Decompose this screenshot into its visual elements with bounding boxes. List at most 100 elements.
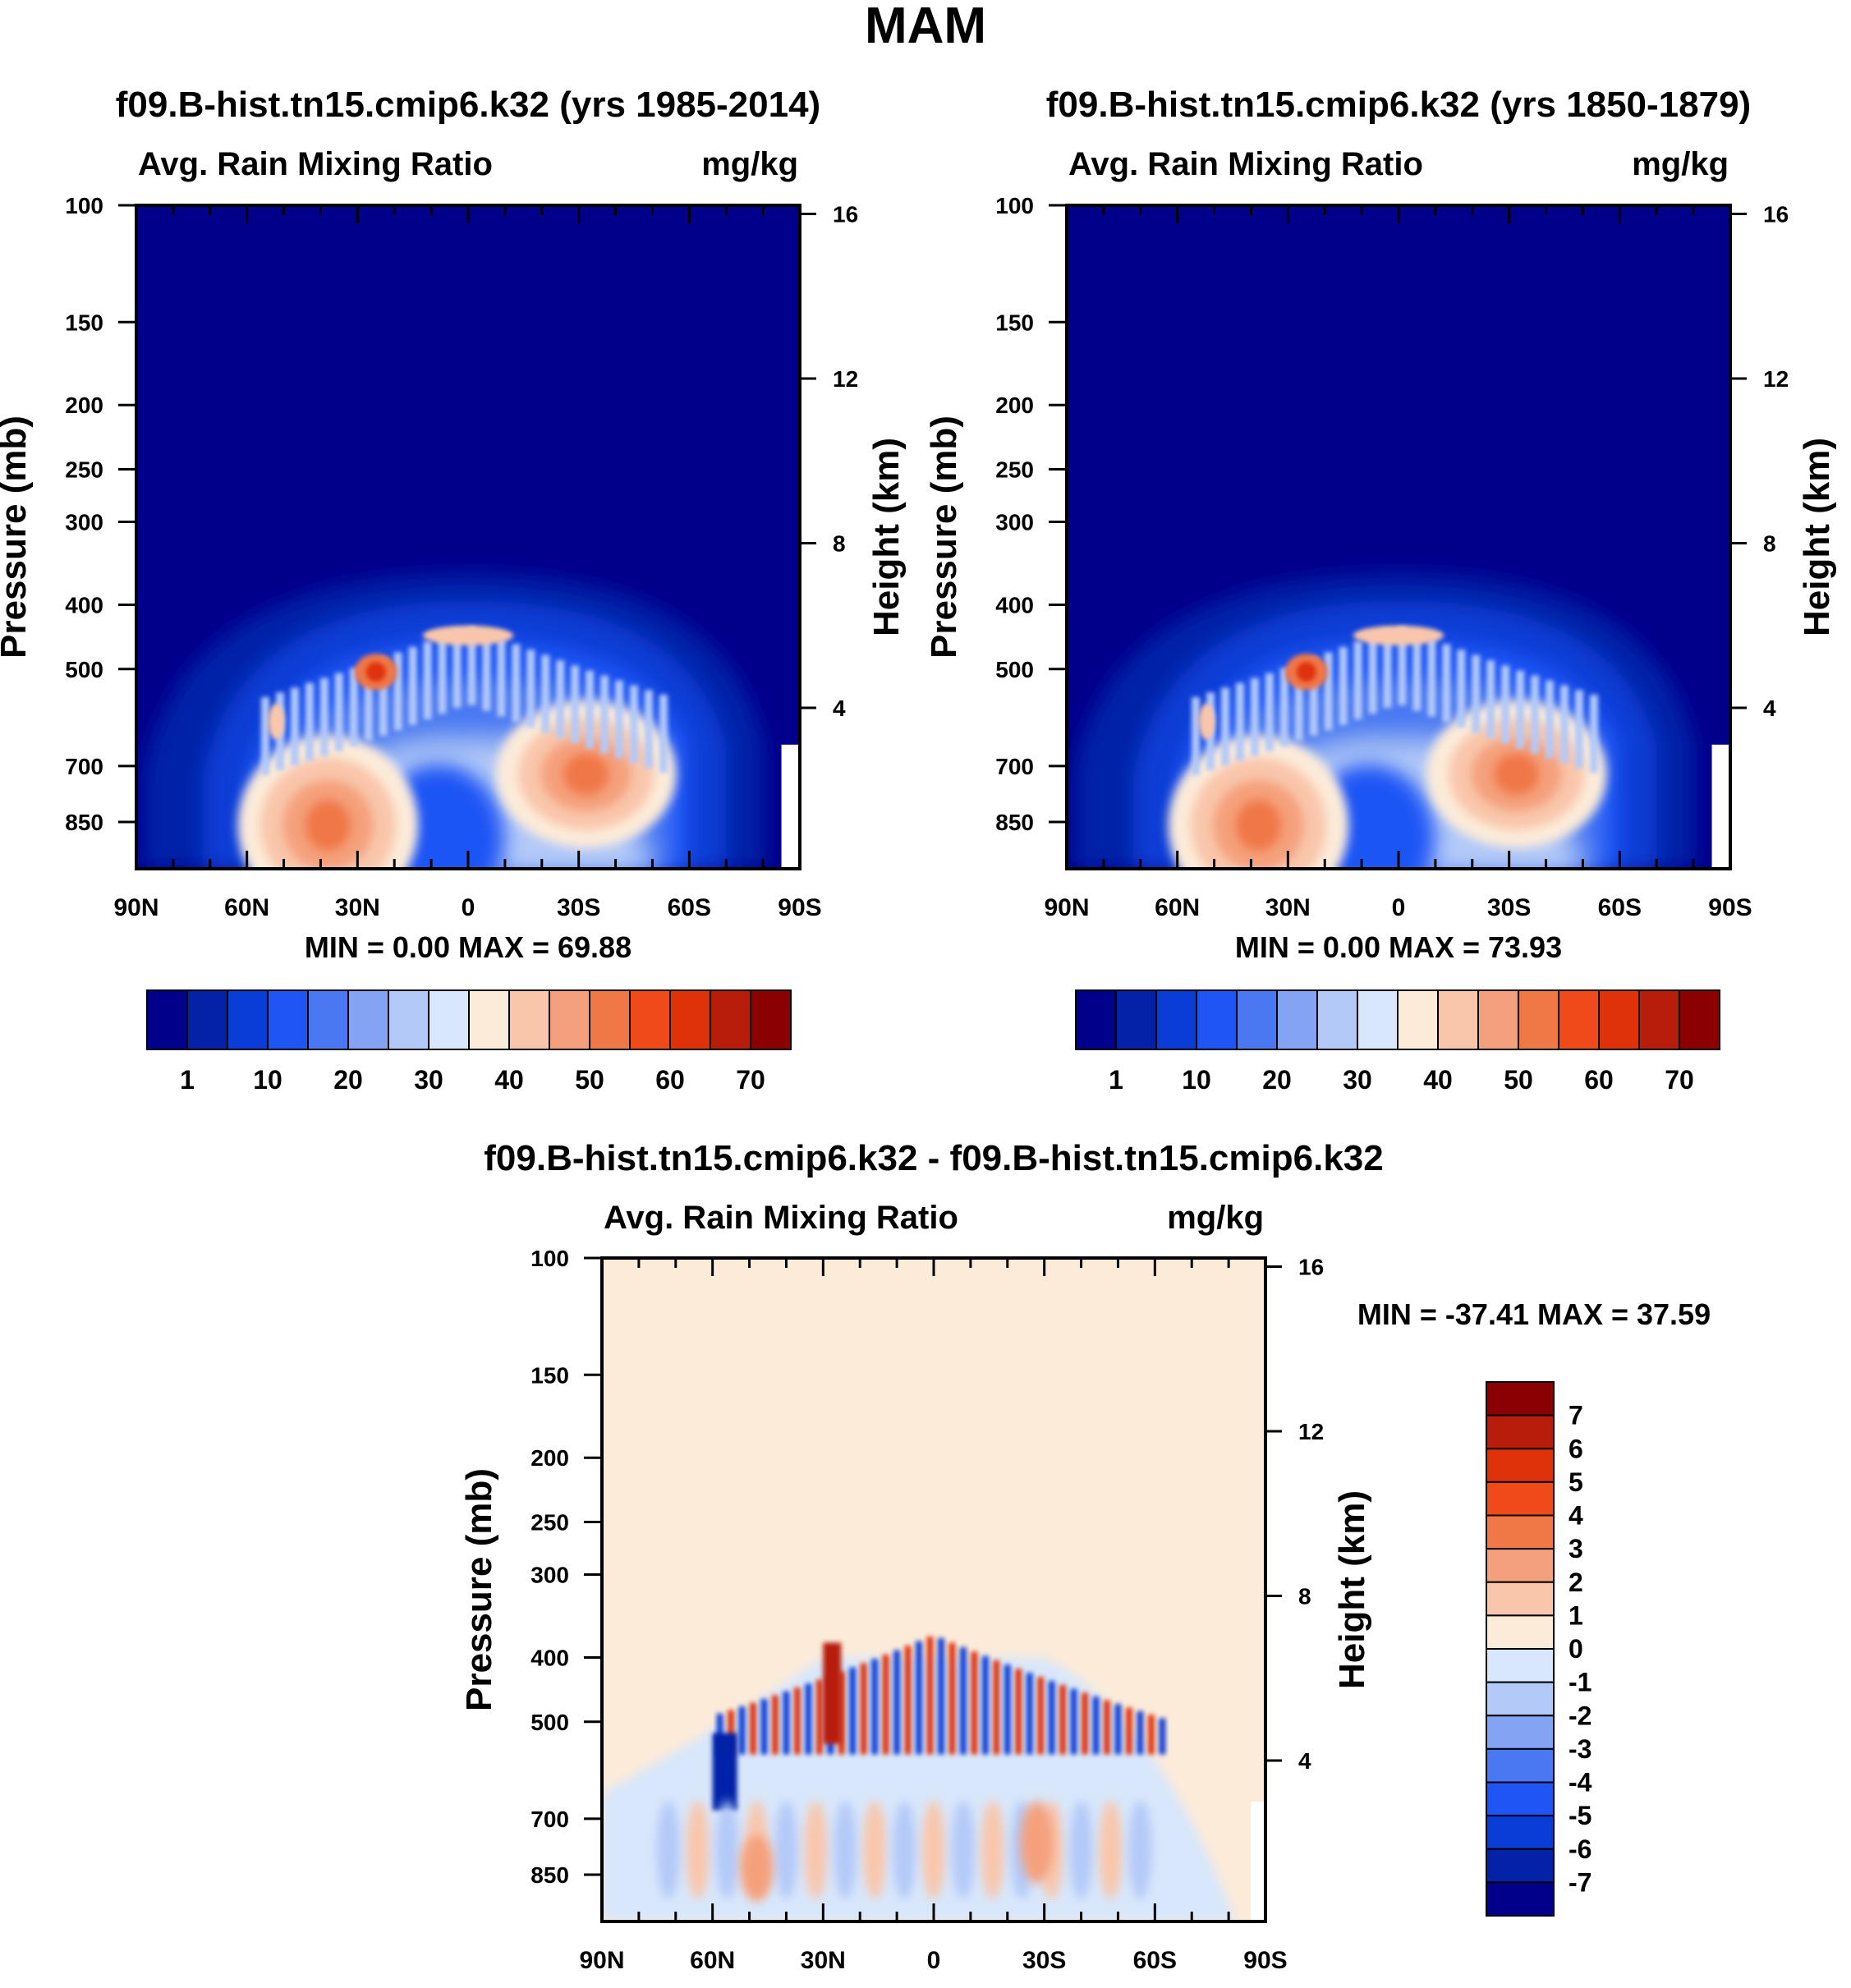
top-left-title: f09.B-hist.tn15.cmip6.k32 (yrs 1985-2014…	[116, 85, 820, 125]
colorbar-box	[1486, 1548, 1555, 1583]
y-tick-label: 400	[530, 1645, 569, 1670]
y-tick-label: 700	[65, 754, 103, 779]
colorbar-top-left: 1 10 20 30 40 50 60 70	[146, 989, 792, 1095]
y-tick-label: 200	[530, 1445, 569, 1471]
y-tick-label: 700	[995, 754, 1034, 779]
colorbar-label: 2	[1569, 1568, 1583, 1597]
colorbar-box	[1437, 989, 1479, 1050]
x-tick-label: 90N	[113, 894, 158, 921]
y-tick-label: 500	[530, 1710, 569, 1735]
colorbar-label: 7	[1569, 1401, 1583, 1430]
colorbar-label: 4	[1569, 1501, 1583, 1531]
colorbar-label: 50	[575, 1065, 604, 1095]
x-tick-label: 30S	[557, 894, 600, 921]
x-tick-label: 30N	[335, 894, 380, 921]
top-left-right-string: mg/kg	[701, 146, 798, 182]
colorbar-box	[508, 989, 550, 1050]
top-right-axes: f09.B-hist.tn15.cmip6.k32 (yrs 1850-1879…	[924, 85, 1837, 964]
colorbar-box	[146, 989, 188, 1050]
colorbar-box	[1486, 1648, 1555, 1683]
top-right-left-string: Avg. Rain Mixing Ratio	[1068, 146, 1423, 182]
colorbar-box	[1477, 989, 1519, 1050]
y2-tick-label: 16	[1763, 201, 1789, 227]
colorbar-box	[307, 989, 349, 1050]
y-tick-label: 100	[995, 193, 1034, 218]
colorbar-label: 70	[736, 1065, 765, 1095]
y2-tick-label: 8	[833, 530, 846, 556]
y-tick-label: 850	[530, 1862, 569, 1888]
colorbar-box	[1316, 989, 1358, 1050]
colorbar-label: 30	[414, 1065, 443, 1095]
x-tick-label: 60N	[1155, 894, 1200, 921]
x-tick-label: 30N	[801, 1947, 846, 1974]
y2-axis-label: Height (km)	[1797, 438, 1837, 636]
x-tick-label: 0	[927, 1947, 941, 1974]
colorbar-box	[1276, 989, 1318, 1050]
x-tick-label: 90N	[579, 1947, 624, 1974]
y-tick-label: 250	[530, 1510, 569, 1536]
bottom-title: f09.B-hist.tn15.cmip6.k32 - f09.B-hist.t…	[484, 1138, 1384, 1178]
colorbar-box	[1486, 1448, 1555, 1483]
colorbar-label: 30	[1343, 1065, 1372, 1095]
y-tick-label: 100	[65, 193, 103, 218]
x-tick-label: 60S	[1133, 1947, 1177, 1974]
y-tick-label: 250	[65, 457, 103, 483]
y-axis-label: Pressure (mb)	[924, 416, 964, 659]
colorbar-box	[629, 989, 671, 1050]
colorbar-box	[267, 989, 309, 1050]
colorbar-label: 5	[1569, 1467, 1583, 1497]
x-tick-label: 60S	[1598, 894, 1642, 921]
colorbar-box	[1486, 1514, 1555, 1550]
colorbar-box	[428, 989, 470, 1050]
figure-title: MAM	[865, 0, 986, 54]
colorbar-label: -1	[1569, 1668, 1591, 1697]
colorbar-box	[549, 989, 590, 1050]
colorbar-box	[1486, 1747, 1555, 1784]
y-tick-label: 400	[995, 592, 1034, 618]
colorbar-label: 60	[655, 1065, 685, 1095]
colorbar-box	[1679, 989, 1720, 1050]
x-tick-label: 90N	[1044, 894, 1089, 921]
y2-tick-label: 16	[833, 201, 858, 227]
bottom-field	[602, 1258, 1265, 1921]
y2-tick-label: 4	[1298, 1748, 1311, 1774]
y-tick-label: 200	[995, 393, 1034, 418]
colorbar-label: -3	[1569, 1734, 1591, 1764]
colorbar-box	[710, 989, 751, 1050]
x-tick-label: 0	[1392, 894, 1406, 921]
y-axis-label: Pressure (mb)	[459, 1468, 499, 1711]
top-right-title: f09.B-hist.tn15.cmip6.k32 (yrs 1850-1879…	[1046, 85, 1751, 125]
top-right-right-string: mg/kg	[1632, 146, 1729, 182]
y2-tick-label: 12	[1763, 366, 1789, 392]
colorbar-box	[1196, 989, 1238, 1050]
colorbar-label: 1	[1109, 1065, 1123, 1095]
top-left-axes: f09.B-hist.tn15.cmip6.k32 (yrs 1985-2014…	[0, 85, 907, 964]
top-right-field	[1067, 205, 1730, 869]
x-tick-label: 90S	[778, 894, 821, 921]
colorbar-box	[1357, 989, 1399, 1050]
y-tick-label: 200	[65, 393, 103, 418]
y2-tick-label: 4	[1763, 696, 1776, 721]
colorbar-box	[1486, 1681, 1555, 1717]
colorbar-label: 50	[1504, 1065, 1533, 1095]
x-tick-label: 30S	[1022, 1947, 1066, 1974]
x-tick-label: 60N	[224, 894, 269, 921]
colorbar-box	[1638, 989, 1680, 1050]
bottom-axes: f09.B-hist.tn15.cmip6.k32 - f09.B-hist.t…	[459, 1138, 1711, 1974]
colorbar-diff: 7 6 5 4 3 2 1 0 -1 -2 -3 -4 -5 -6-7	[1486, 1381, 1592, 1917]
colorbar-label: 10	[253, 1065, 282, 1095]
x-tick-label: 90S	[1243, 1947, 1287, 1974]
colorbar-label: 60	[1584, 1065, 1614, 1095]
colorbar-box	[468, 989, 510, 1050]
colorbar-box	[388, 989, 429, 1050]
colorbar-box	[1598, 989, 1640, 1050]
y-tick-label: 300	[530, 1563, 569, 1588]
colorbar-box	[750, 989, 792, 1050]
colorbar-label: 1	[1569, 1600, 1583, 1630]
colorbar-box	[186, 989, 228, 1050]
colorbar-box	[1486, 1581, 1555, 1617]
colorbar-label: -6	[1569, 1834, 1591, 1864]
colorbar-box	[669, 989, 711, 1050]
colorbar-label: 20	[333, 1065, 363, 1095]
